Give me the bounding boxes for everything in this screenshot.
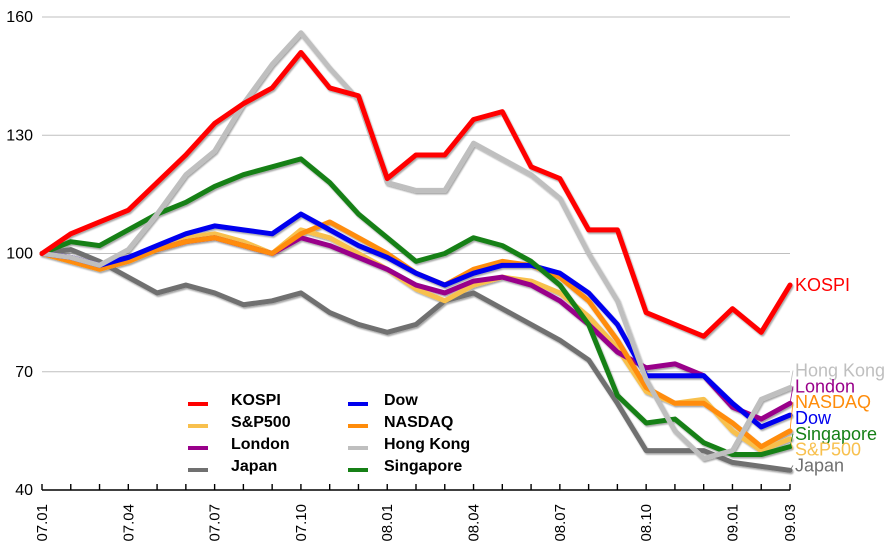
svg-text:07.07: 07.07 xyxy=(207,504,224,542)
svg-text:130: 130 xyxy=(6,127,33,144)
svg-text:09.03: 09.03 xyxy=(782,504,799,542)
svg-text:Japan: Japan xyxy=(795,455,844,475)
svg-text:160: 160 xyxy=(6,9,33,26)
svg-text:08.01: 08.01 xyxy=(379,504,396,542)
svg-text:08.07: 08.07 xyxy=(552,504,569,542)
svg-text:08.10: 08.10 xyxy=(638,504,655,542)
svg-text:40: 40 xyxy=(15,482,33,499)
svg-text:07.04: 07.04 xyxy=(120,504,137,542)
svg-text:09.01: 09.01 xyxy=(724,504,741,542)
svg-text:100: 100 xyxy=(6,246,33,263)
svg-text:70: 70 xyxy=(15,364,33,381)
svg-text:07.01: 07.01 xyxy=(34,504,51,542)
svg-text:07.10: 07.10 xyxy=(293,504,310,542)
svg-text:08.04: 08.04 xyxy=(466,504,483,542)
svg-text:KOSPI: KOSPI xyxy=(795,275,850,295)
